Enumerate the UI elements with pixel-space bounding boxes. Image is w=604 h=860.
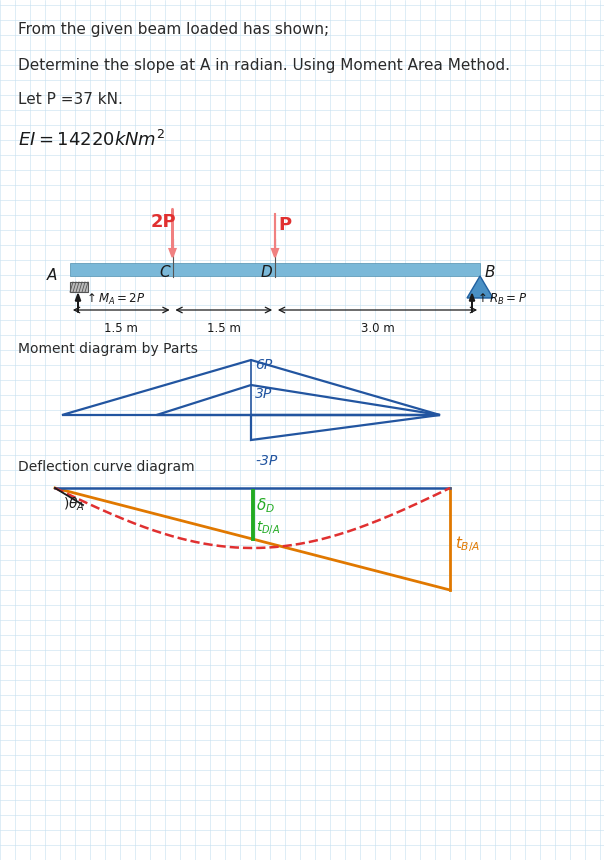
Text: 3.0 m: 3.0 m: [361, 322, 394, 335]
FancyArrow shape: [469, 294, 475, 312]
Text: B: B: [485, 265, 495, 280]
Text: From the given beam loaded has shown;: From the given beam loaded has shown;: [18, 22, 329, 37]
Text: Let P =37 kN.: Let P =37 kN.: [18, 92, 123, 107]
Bar: [70, 263, 480, 276]
Text: A: A: [47, 268, 57, 283]
Text: C: C: [159, 265, 170, 280]
Text: P: P: [278, 216, 291, 234]
Text: 1.5 m: 1.5 m: [104, 322, 138, 335]
Text: 3P: 3P: [255, 387, 272, 401]
Text: Determine the slope at A in radian. Using Moment Area Method.: Determine the slope at A in radian. Usin…: [18, 58, 510, 73]
Text: D: D: [260, 265, 272, 280]
Polygon shape: [467, 276, 493, 298]
Text: 2P: 2P: [150, 213, 176, 231]
Text: $t_{B/A}$: $t_{B/A}$: [455, 534, 480, 554]
Text: 6P: 6P: [255, 358, 272, 372]
Text: -3P: -3P: [255, 454, 277, 468]
FancyArrow shape: [170, 209, 176, 257]
Bar: [70, 282, 88, 292]
Text: $EI = 14220kNm^2$: $EI = 14220kNm^2$: [18, 130, 165, 150]
Text: 1.5 m: 1.5 m: [207, 322, 240, 335]
Text: $)\theta_A$: $)\theta_A$: [63, 496, 85, 513]
Text: Deflection curve diagram: Deflection curve diagram: [18, 460, 194, 474]
Text: $\uparrow R_B = P$: $\uparrow R_B = P$: [475, 292, 527, 307]
Text: $t_{D/A}$: $t_{D/A}$: [255, 519, 280, 536]
FancyArrow shape: [76, 294, 80, 312]
Text: $\uparrow M_A = 2P$: $\uparrow M_A = 2P$: [84, 292, 146, 307]
Text: Moment diagram by Parts: Moment diagram by Parts: [18, 342, 198, 356]
Text: $\delta_D$: $\delta_D$: [255, 496, 274, 514]
FancyArrow shape: [272, 214, 278, 257]
